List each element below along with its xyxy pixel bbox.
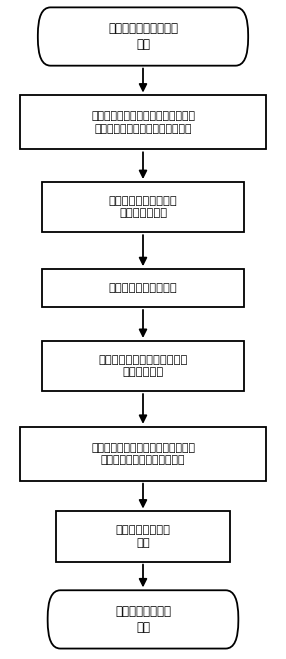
Text: 将待定系数回代入
方程: 将待定系数回代入 方程	[116, 525, 170, 548]
Text: 引入壳体外部应力、位移分量
的傅里叶表达: 引入壳体外部应力、位移分量 的傅里叶表达	[98, 355, 188, 377]
FancyBboxPatch shape	[56, 511, 230, 561]
Text: 获得隧道不同位置
内力: 获得隧道不同位置 内力	[115, 605, 171, 634]
Text: 引入两位移势函数对方程进行化简，
采用分离变量得到势函数通解表达: 引入两位移势函数对方程进行化简， 采用分离变量得到势函数通解表达	[91, 111, 195, 134]
FancyBboxPatch shape	[42, 269, 244, 307]
FancyBboxPatch shape	[20, 427, 266, 481]
FancyBboxPatch shape	[20, 96, 266, 150]
Text: 土体应力位移与待定系
数之间的关系式: 土体应力位移与待定系 数之间的关系式	[109, 196, 177, 218]
FancyBboxPatch shape	[42, 182, 244, 232]
FancyBboxPatch shape	[48, 590, 238, 648]
FancyBboxPatch shape	[42, 341, 244, 391]
Text: 考虑土体与衬砌之间的相互作用，利
用边界条件代入求解待定系数: 考虑土体与衬砌之间的相互作用，利 用边界条件代入求解待定系数	[91, 443, 195, 465]
Text: 建立中硬岩中土体运动
方程: 建立中硬岩中土体运动 方程	[108, 22, 178, 51]
FancyBboxPatch shape	[38, 7, 248, 66]
Text: 建立衬砌壳体模态方程: 建立衬砌壳体模态方程	[109, 283, 177, 293]
